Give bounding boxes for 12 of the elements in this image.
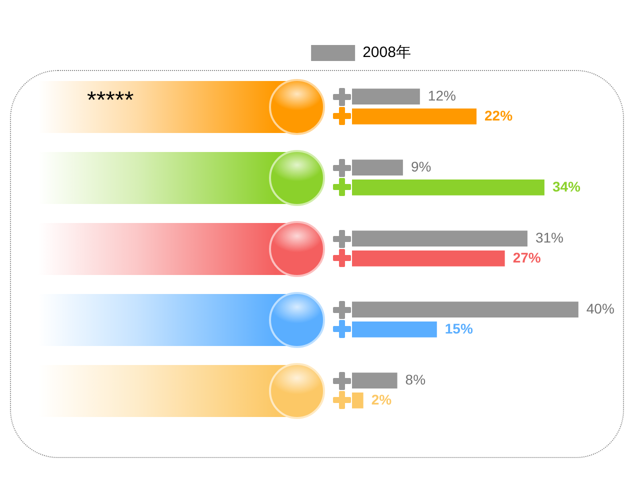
data-label: 12% — [428, 87, 456, 104]
data-label: 22% — [484, 107, 514, 124]
data-label: 27% — [512, 249, 542, 266]
legend-label: 2008年 — [362, 44, 411, 62]
data-label: 2% — [371, 391, 392, 408]
data-label: 8% — [405, 371, 426, 388]
data-label: 40% — [586, 300, 614, 316]
data-label: 15% — [444, 320, 474, 336]
data-label: 31% — [535, 229, 564, 246]
data-label: 9% — [410, 158, 432, 174]
text: ***** — [87, 87, 134, 114]
data-label: 34% — [552, 178, 582, 194]
